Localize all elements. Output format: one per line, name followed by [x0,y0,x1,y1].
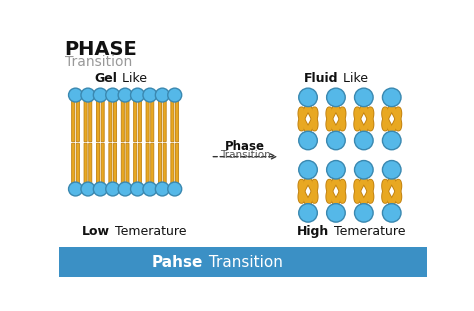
FancyBboxPatch shape [121,101,124,142]
Text: Transition: Transition [204,255,283,270]
FancyBboxPatch shape [126,101,129,142]
FancyBboxPatch shape [89,143,92,184]
Circle shape [299,88,317,107]
FancyBboxPatch shape [76,143,80,184]
Circle shape [355,131,373,150]
FancyBboxPatch shape [96,101,100,142]
Text: Like: Like [118,72,147,85]
Text: Gel: Gel [94,72,118,85]
FancyBboxPatch shape [158,101,162,142]
Circle shape [299,131,317,150]
Circle shape [355,160,373,179]
Circle shape [143,88,157,102]
FancyBboxPatch shape [96,143,100,184]
FancyBboxPatch shape [138,101,141,142]
FancyBboxPatch shape [163,143,166,184]
FancyBboxPatch shape [175,101,179,142]
FancyBboxPatch shape [146,143,149,184]
Circle shape [327,88,345,107]
Circle shape [81,88,95,102]
Text: Transition: Transition [64,55,132,69]
FancyBboxPatch shape [151,143,154,184]
Bar [59,247,427,277]
FancyBboxPatch shape [89,101,92,142]
Circle shape [155,88,169,102]
Text: Phase: Phase [225,140,265,153]
Circle shape [383,160,401,179]
FancyBboxPatch shape [151,101,154,142]
Circle shape [130,88,145,102]
Circle shape [69,88,82,102]
Text: Low: Low [82,225,109,238]
FancyBboxPatch shape [138,143,141,184]
FancyBboxPatch shape [134,101,137,142]
Text: Transition: Transition [220,150,271,160]
Circle shape [155,182,169,196]
Circle shape [355,88,373,107]
FancyBboxPatch shape [113,143,117,184]
FancyBboxPatch shape [113,101,117,142]
FancyBboxPatch shape [171,143,174,184]
Circle shape [118,88,132,102]
Circle shape [299,160,317,179]
FancyBboxPatch shape [109,143,112,184]
FancyBboxPatch shape [134,143,137,184]
Circle shape [327,160,345,179]
FancyBboxPatch shape [121,143,124,184]
Circle shape [355,204,373,222]
Text: High: High [297,225,329,238]
Circle shape [299,204,317,222]
Circle shape [383,204,401,222]
FancyBboxPatch shape [171,101,174,142]
Circle shape [69,182,82,196]
Text: Pahse: Pahse [151,255,202,270]
FancyBboxPatch shape [72,143,75,184]
Circle shape [93,182,107,196]
Circle shape [327,204,345,222]
Circle shape [168,182,182,196]
Text: Temerature: Temerature [111,225,187,238]
Circle shape [327,131,345,150]
Circle shape [130,182,145,196]
Text: Like: Like [339,72,368,85]
FancyBboxPatch shape [101,101,104,142]
FancyBboxPatch shape [163,101,166,142]
Text: Fluid: Fluid [304,72,338,85]
Circle shape [383,88,401,107]
Circle shape [106,88,120,102]
FancyBboxPatch shape [109,101,112,142]
Circle shape [168,88,182,102]
FancyBboxPatch shape [84,143,87,184]
FancyBboxPatch shape [76,101,80,142]
Circle shape [93,88,107,102]
Circle shape [383,131,401,150]
Text: PHASE: PHASE [64,40,137,59]
Circle shape [118,182,132,196]
FancyBboxPatch shape [101,143,104,184]
FancyBboxPatch shape [84,101,87,142]
FancyBboxPatch shape [175,143,179,184]
FancyBboxPatch shape [72,101,75,142]
Circle shape [143,182,157,196]
FancyBboxPatch shape [158,143,162,184]
Text: Temerature: Temerature [330,225,406,238]
FancyBboxPatch shape [146,101,149,142]
Circle shape [81,182,95,196]
FancyBboxPatch shape [126,143,129,184]
Circle shape [106,182,120,196]
